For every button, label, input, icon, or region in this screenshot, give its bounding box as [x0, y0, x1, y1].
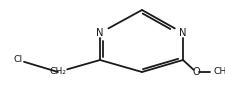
Text: Cl: Cl — [13, 55, 22, 64]
Text: N: N — [96, 28, 103, 38]
Text: N: N — [178, 28, 186, 38]
Text: O: O — [191, 67, 199, 77]
Text: CH₂: CH₂ — [49, 68, 66, 77]
Text: CH₃: CH₃ — [213, 68, 225, 77]
